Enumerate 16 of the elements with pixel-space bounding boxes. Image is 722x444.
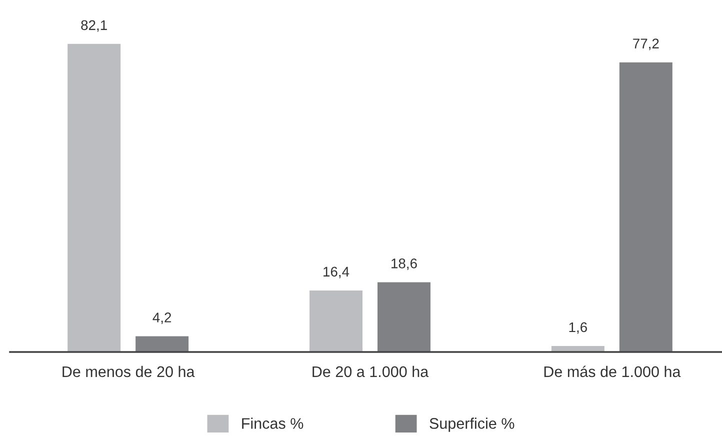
data-label: 77,2 bbox=[633, 38, 659, 50]
bar bbox=[136, 336, 189, 352]
legend-label: Fincas % bbox=[242, 418, 304, 429]
x-tick-label: De 20 a 1.000 ha bbox=[312, 366, 429, 378]
data-label: 16,4 bbox=[324, 266, 350, 278]
bar bbox=[68, 44, 121, 352]
data-label: 1,6 bbox=[569, 322, 587, 334]
data-label: 4,2 bbox=[152, 312, 172, 324]
bar bbox=[619, 62, 672, 352]
x-tick-label: De menos de 20 ha bbox=[62, 366, 195, 378]
bar bbox=[310, 290, 362, 352]
x-tick-label: De más de 1.000 ha bbox=[544, 366, 681, 378]
legend-label: Superficie % bbox=[430, 418, 514, 432]
data-label: 18,6 bbox=[392, 258, 417, 270]
data-label: 82,1 bbox=[81, 20, 107, 32]
bar bbox=[377, 282, 430, 352]
